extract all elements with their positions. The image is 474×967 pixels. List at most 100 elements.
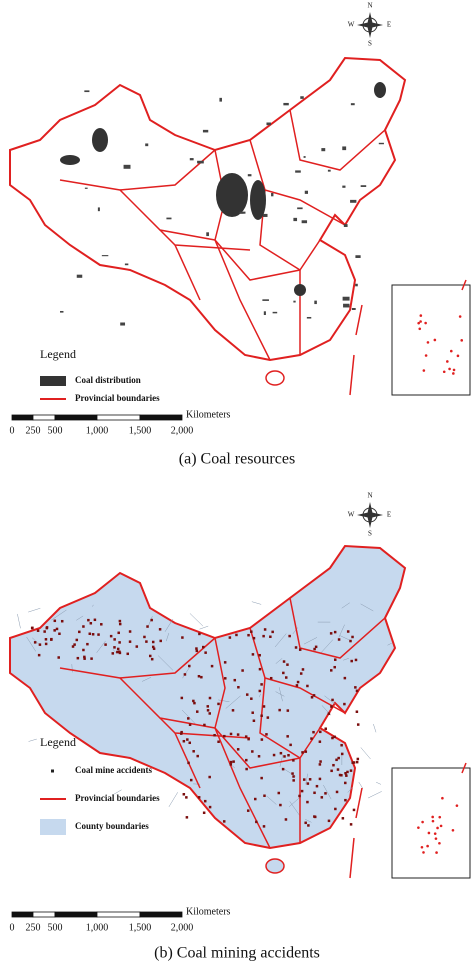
accident-dot bbox=[306, 684, 309, 688]
accident-dot bbox=[313, 815, 316, 818]
accident-dot bbox=[197, 796, 201, 799]
accident-dot bbox=[192, 750, 195, 753]
county-boundary bbox=[181, 709, 196, 725]
accident-dot bbox=[337, 638, 341, 641]
coal-patch bbox=[355, 255, 361, 258]
county-boundary bbox=[341, 602, 350, 609]
accident-dot bbox=[233, 678, 237, 682]
accident-dot bbox=[159, 639, 162, 643]
scale-label: 1,500 bbox=[129, 425, 152, 436]
accident-dot bbox=[188, 664, 191, 668]
inset-island bbox=[424, 354, 428, 357]
accident-dot bbox=[245, 693, 249, 696]
compass-ring bbox=[362, 507, 378, 523]
inset-island bbox=[433, 832, 437, 835]
accident-dot bbox=[349, 769, 353, 772]
hainan-island bbox=[265, 370, 285, 386]
inset-island bbox=[448, 367, 451, 371]
accident-dot bbox=[180, 730, 183, 734]
accident-dot bbox=[346, 770, 349, 774]
scale-label: 2,000 bbox=[171, 922, 194, 933]
accident-dot bbox=[340, 752, 344, 756]
caption: (b) Coal mining accidents bbox=[154, 945, 320, 962]
accident-dot bbox=[210, 664, 214, 668]
accident-dot bbox=[269, 676, 273, 680]
accident-dot bbox=[349, 823, 353, 826]
coal-patch bbox=[327, 169, 331, 172]
inset-island bbox=[419, 320, 422, 323]
accident-dot bbox=[355, 760, 359, 764]
coal-patch bbox=[166, 217, 172, 220]
province-boundary bbox=[214, 239, 271, 361]
scale-label: 0 bbox=[10, 922, 15, 933]
accident-dot bbox=[312, 730, 315, 734]
coal-patch bbox=[297, 207, 303, 210]
map-panel: N S E W Legend Coal mine accidents Provincial … bbox=[9, 492, 471, 962]
inset-island bbox=[417, 321, 420, 325]
accident-dot bbox=[185, 796, 188, 799]
accident-dot bbox=[197, 674, 201, 678]
scale-label: 250 bbox=[26, 922, 41, 933]
coal-patch bbox=[360, 185, 367, 187]
accident-dot bbox=[145, 640, 148, 643]
accident-dot bbox=[330, 705, 333, 708]
accident-dot bbox=[58, 632, 61, 636]
county-boundary bbox=[168, 792, 178, 808]
coal-patch bbox=[314, 300, 317, 305]
scale-segment bbox=[32, 414, 56, 421]
accident-dot bbox=[113, 646, 116, 649]
accident-dot bbox=[76, 656, 80, 660]
accident-dot bbox=[193, 701, 196, 705]
accident-dot bbox=[258, 653, 261, 657]
accident-dot bbox=[90, 657, 93, 660]
compass-label: E bbox=[387, 511, 391, 519]
coal-patch bbox=[350, 103, 355, 106]
accident-dot bbox=[82, 648, 85, 652]
accident-dot bbox=[86, 642, 89, 646]
accident-dot bbox=[135, 645, 139, 648]
accident-dot bbox=[75, 638, 79, 642]
accident-dot bbox=[284, 818, 288, 821]
accident-dot bbox=[279, 803, 282, 807]
legend-title: Legend bbox=[40, 347, 76, 361]
county-boundary bbox=[251, 601, 262, 605]
scale-label: 1,000 bbox=[86, 425, 109, 436]
accident-dot bbox=[158, 628, 162, 631]
accident-dot bbox=[292, 775, 295, 778]
scale-unit: Kilometers bbox=[186, 906, 231, 917]
accident-dot bbox=[252, 719, 256, 722]
country-outline bbox=[9, 56, 407, 362]
accident-dot bbox=[237, 685, 240, 689]
accident-dot bbox=[36, 629, 40, 632]
accident-dot bbox=[346, 630, 350, 633]
coal-patch bbox=[262, 299, 269, 301]
accident-dot bbox=[306, 782, 310, 785]
inset-island bbox=[436, 826, 439, 830]
coal-patch bbox=[145, 143, 149, 147]
accident-dot bbox=[252, 636, 256, 640]
accident-dot bbox=[53, 629, 56, 632]
accident-dot bbox=[333, 665, 336, 669]
accident-dot bbox=[247, 737, 250, 741]
accident-dot bbox=[292, 759, 295, 762]
accident-dot bbox=[37, 653, 41, 657]
accident-dot bbox=[310, 737, 313, 740]
accident-dot bbox=[263, 794, 266, 797]
map-panel: N S E W Legend Coal distribution Provincial bo… bbox=[9, 2, 471, 468]
accident-dot bbox=[255, 820, 258, 824]
county-boundary bbox=[360, 747, 371, 760]
province-boundary bbox=[289, 109, 386, 171]
county-boundary bbox=[303, 637, 318, 645]
province-boundary bbox=[259, 677, 321, 760]
accident-dot bbox=[217, 702, 220, 706]
legend-title: Legend bbox=[40, 735, 76, 749]
compass-rose bbox=[357, 12, 383, 38]
accident-dot bbox=[208, 775, 211, 779]
province-boundary bbox=[259, 189, 321, 272]
county-boundary bbox=[373, 723, 377, 733]
coal-patch bbox=[247, 174, 252, 177]
inset-island bbox=[452, 368, 456, 372]
accident-dot bbox=[289, 743, 292, 747]
accident-dot bbox=[228, 636, 232, 639]
accident-dot bbox=[200, 675, 203, 679]
